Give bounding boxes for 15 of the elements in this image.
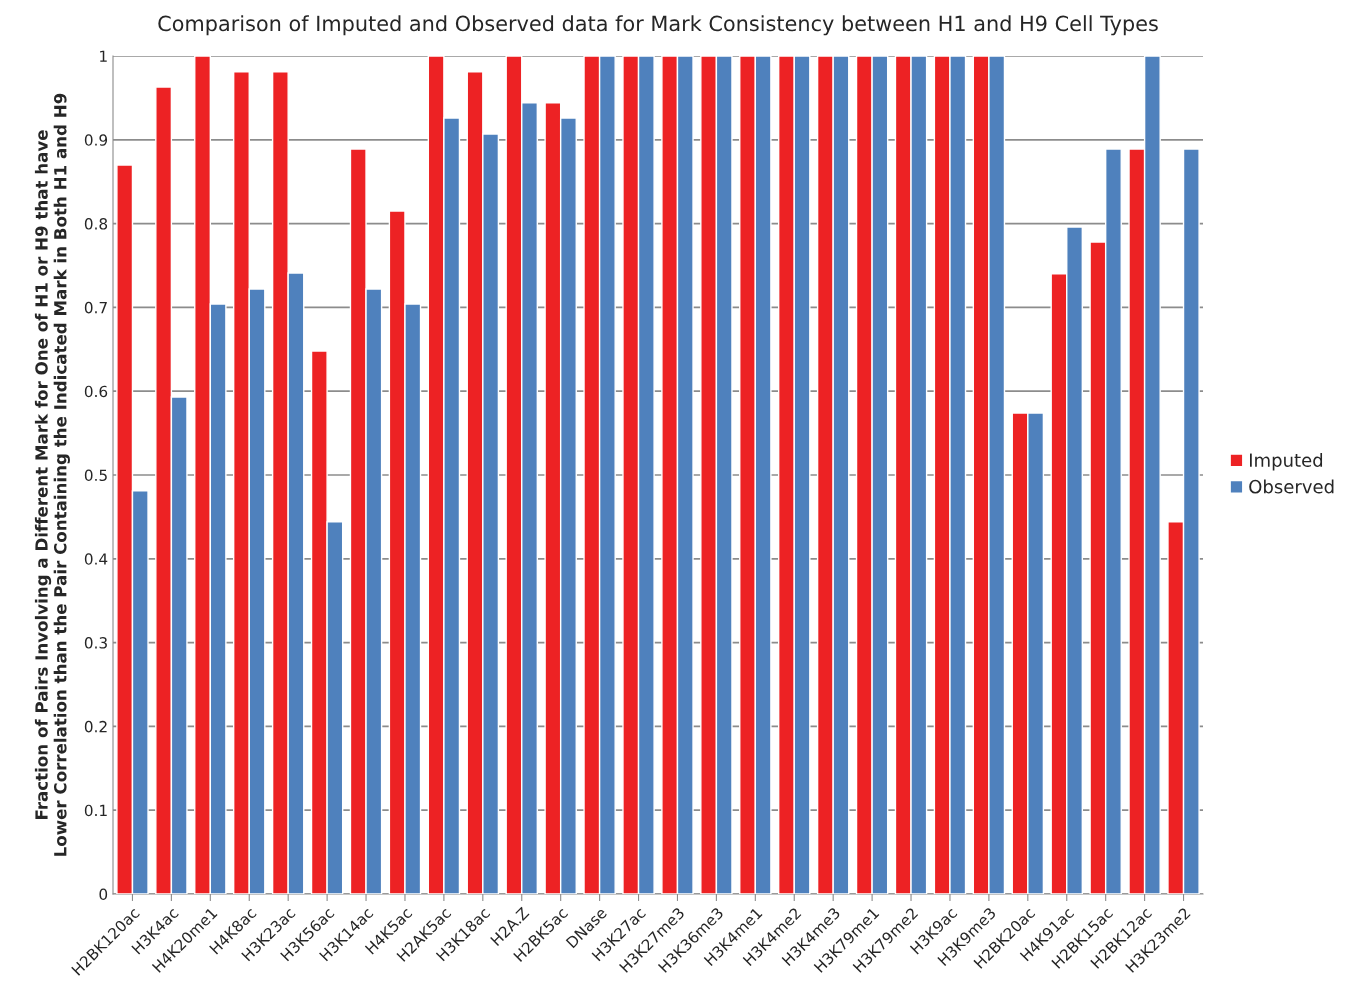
y-axis-title: Fraction of Pairs Involving a Different Mark for One of H1 or H9 that have Lower Correlation than the Pair Containing the Indicated Mark in Both H1 and H9 xyxy=(34,93,70,856)
legend-label: Observed xyxy=(1249,479,1334,494)
y-tick-label: 0 xyxy=(99,888,108,901)
y-tick-label: 0.7 xyxy=(84,301,107,314)
y-tick-label: 0.3 xyxy=(84,637,107,649)
y-tick-label: 0.2 xyxy=(84,720,107,733)
y-tick-label: 0.6 xyxy=(84,385,108,398)
legend-label: Imputed xyxy=(1249,453,1323,471)
y-tick-label: 0.9 xyxy=(84,134,108,146)
y-tick-label: 0.4 xyxy=(84,553,108,565)
chart-title: Comparison of Imputed and Observed data for Mark Consistency between H1 and H9 Cell Types xyxy=(158,15,1158,36)
y-tick-label: 0.1 xyxy=(84,804,107,817)
y-tick-label: 1 xyxy=(100,50,107,62)
y-tick-label: 0.8 xyxy=(84,218,108,230)
y-tick-label: 0.5 xyxy=(84,469,107,482)
